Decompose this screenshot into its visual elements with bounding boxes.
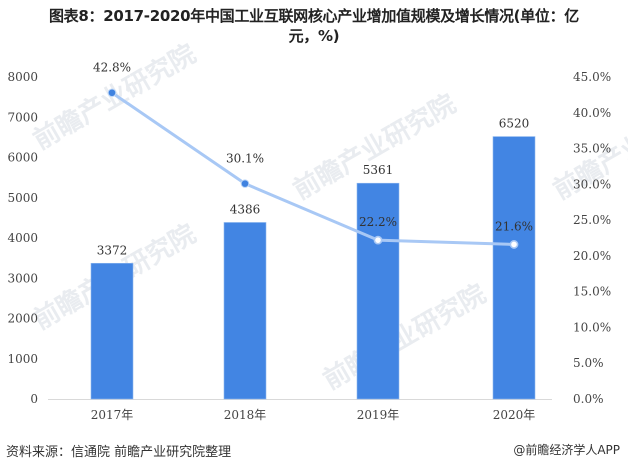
line-marker	[107, 88, 117, 98]
right-axis-tick: 30.0%	[573, 177, 611, 191]
right-axis-tick: 35.0%	[573, 142, 611, 156]
bar	[223, 222, 267, 400]
left-axis: 0 1000 2000 3000 4000 5000 6000 7000 8000	[7, 70, 38, 406]
chart-title: 图表8：2017-2020年中国工业互联网核心产业增加值规模及增长情况(单位：亿…	[0, 6, 628, 46]
right-axis-tick: 0.0%	[573, 392, 604, 406]
line-marker	[373, 235, 383, 245]
left-axis-tick: 6000	[7, 151, 38, 165]
bar	[492, 136, 536, 400]
line-value-label: 30.1%	[226, 152, 264, 166]
bar-value-label: 5361	[363, 163, 394, 177]
chart-title-line1: 图表8：2017-2020年中国工业互联网核心产业增加值规模及增长情况(单位：亿	[48, 7, 580, 25]
line-series: 42.8% 30.1% 22.2% 21.6%	[93, 61, 533, 249]
left-axis-tick: 3000	[7, 271, 38, 285]
x-axis-tick: 2017年	[91, 408, 134, 422]
bar-series: 3372 4386 5361 6520	[90, 117, 536, 400]
right-axis-tick: 20.0%	[573, 249, 611, 263]
left-axis-tick: 7000	[7, 110, 38, 124]
left-axis-tick: 1000	[7, 352, 38, 366]
right-axis-tick: 5.0%	[573, 356, 604, 370]
x-axis-tick: 2018年	[224, 408, 267, 422]
line-marker	[240, 179, 250, 188]
right-axis-tick: 40.0%	[573, 106, 611, 120]
x-axis-tick: 2020年	[493, 408, 536, 422]
line-value-label: 21.6%	[495, 219, 533, 233]
left-axis-tick: 0	[30, 392, 38, 406]
line-value-label: 22.2%	[359, 215, 397, 229]
credit-note: @前瞻经济学人APP	[513, 443, 620, 457]
right-axis-tick: 25.0%	[573, 213, 611, 227]
right-axis: 0.0% 5.0% 10.0% 15.0% 20.0% 25.0% 30.0% 35.0% 40…	[573, 70, 611, 406]
line-marker	[509, 240, 519, 249]
left-axis-tick: 2000	[7, 312, 38, 326]
watermark-text: 前瞻产业研究院	[318, 278, 491, 396]
growth-line	[111, 91, 515, 246]
bar-value-label: 3372	[97, 243, 128, 257]
right-axis-tick: 45.0%	[573, 70, 611, 84]
left-axis-tick: 4000	[7, 231, 38, 245]
bar	[356, 182, 400, 400]
right-axis-tick: 15.0%	[573, 285, 611, 299]
watermark-text: 前瞻产业研究院	[28, 38, 201, 156]
source-note: 资料来源：信通院 前瞻产业研究院整理	[6, 445, 232, 460]
left-axis-tick: 5000	[7, 191, 38, 205]
bar-value-label: 6520	[499, 117, 530, 131]
x-axis: 2017年 2018年 2019年 2020年	[91, 408, 536, 422]
line-value-label: 42.8%	[93, 61, 131, 75]
bar	[90, 262, 134, 400]
right-axis-tick: 10.0%	[573, 320, 611, 334]
bar-value-label: 4386	[230, 202, 261, 216]
x-axis-tick: 2019年	[357, 408, 400, 422]
left-axis-tick: 8000	[7, 70, 38, 84]
chart-title-line2: 元，%)	[288, 27, 340, 45]
